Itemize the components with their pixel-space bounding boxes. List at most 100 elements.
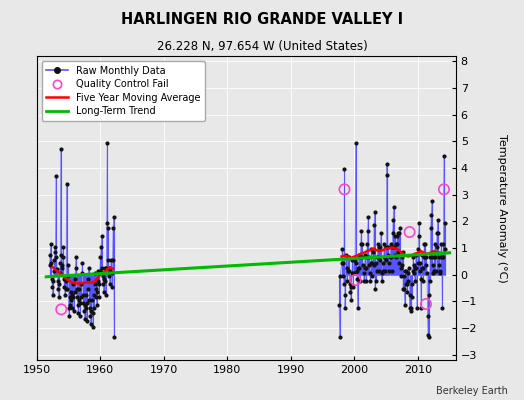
Point [357, 228, 366, 234]
Point [368, 260, 376, 266]
Point [346, 289, 354, 295]
Point [344, 268, 352, 274]
Point [395, 230, 403, 236]
Point [364, 214, 373, 220]
Point [47, 241, 55, 247]
Point [102, 265, 111, 271]
Point [373, 268, 381, 274]
Point [417, 276, 425, 282]
Point [403, 289, 412, 295]
Point [391, 241, 400, 247]
Point [75, 300, 84, 306]
Point [433, 230, 441, 236]
Point [101, 278, 110, 284]
Point [342, 265, 351, 271]
Point [407, 305, 415, 311]
Point [53, 266, 61, 272]
Point [403, 281, 411, 287]
Point [63, 262, 72, 268]
Point [428, 198, 436, 204]
Point [391, 233, 399, 239]
Point [100, 276, 108, 282]
Point [413, 260, 422, 266]
Point [367, 260, 375, 266]
Point [50, 268, 58, 274]
Point [347, 297, 355, 303]
Point [70, 289, 79, 295]
Point [71, 265, 80, 271]
Point [50, 257, 59, 263]
Point [352, 260, 361, 266]
Point [399, 286, 408, 292]
Point [422, 254, 430, 260]
Point [49, 278, 58, 284]
Point [110, 334, 118, 340]
Point [343, 254, 352, 260]
Point [427, 212, 435, 218]
Point [338, 246, 346, 252]
Point [439, 241, 447, 247]
Point [347, 270, 356, 276]
Point [420, 241, 429, 247]
Point [405, 265, 413, 271]
Point [382, 257, 390, 263]
Point [96, 268, 104, 274]
Point [99, 273, 107, 279]
Point [73, 302, 82, 308]
Point [51, 244, 59, 250]
Point [64, 305, 73, 311]
Point [396, 265, 405, 271]
Point [355, 252, 363, 258]
Point [339, 273, 347, 279]
Point [393, 233, 401, 239]
Point [388, 230, 397, 236]
Point [67, 297, 75, 303]
Point [435, 270, 444, 276]
Point [62, 286, 70, 292]
Point [349, 284, 357, 290]
Point [61, 278, 70, 284]
Point [46, 262, 54, 268]
Point [108, 284, 116, 290]
Point [424, 334, 433, 340]
Point [356, 254, 365, 260]
Point [74, 310, 82, 316]
Point [380, 254, 389, 260]
Point [430, 268, 438, 274]
Point [66, 302, 74, 308]
Point [384, 244, 392, 250]
Point [429, 262, 437, 268]
Point [101, 265, 109, 271]
Point [397, 273, 405, 279]
Point [69, 294, 78, 300]
Point [428, 254, 436, 260]
Point [97, 233, 106, 239]
Point [104, 257, 113, 263]
Point [375, 244, 384, 250]
Point [381, 268, 389, 274]
Point [422, 262, 431, 268]
Text: 26.228 N, 97.654 W (United States): 26.228 N, 97.654 W (United States) [157, 40, 367, 53]
Point [356, 278, 364, 284]
Point [394, 230, 402, 236]
Point [71, 276, 79, 282]
Point [377, 230, 385, 236]
Point [340, 281, 348, 287]
Point [390, 244, 398, 250]
Point [107, 257, 115, 263]
Point [77, 294, 85, 300]
Point [411, 265, 420, 271]
Point [62, 181, 71, 187]
Point [59, 254, 67, 260]
Point [417, 305, 425, 311]
Point [414, 233, 423, 239]
Point [390, 252, 399, 258]
Point [52, 254, 61, 260]
Point [89, 324, 97, 330]
Point [340, 186, 348, 192]
Point [91, 270, 100, 276]
Point [347, 284, 355, 290]
Point [368, 273, 377, 279]
Point [73, 294, 81, 300]
Point [379, 254, 388, 260]
